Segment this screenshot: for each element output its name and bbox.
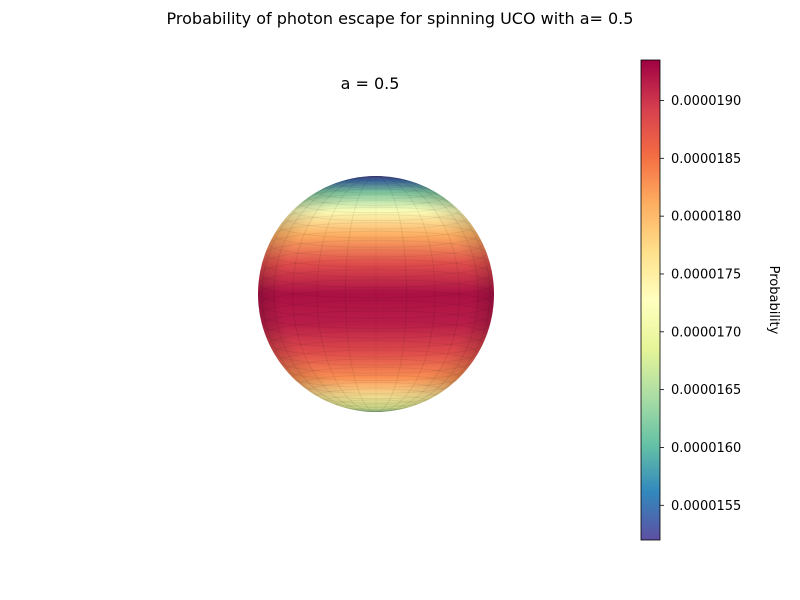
colorbar-tick-label: 0.0000155 xyxy=(671,499,741,514)
colorbar: 0.0000155 0.0000160 0.0000165 0.0000170 0.00… xyxy=(640,59,781,541)
colorbar-bar xyxy=(640,59,661,541)
colorbar-tick-label: 0.0000160 xyxy=(671,441,741,456)
colorbar-tick-label: 0.0000180 xyxy=(671,210,741,225)
colorbar-tick-label: 0.0000190 xyxy=(671,94,741,109)
colorbar-label: Probability xyxy=(766,266,781,335)
figure-title: Probability of photon escape for spinnin… xyxy=(166,9,634,28)
sphere-shading xyxy=(258,176,494,412)
sphere-surface xyxy=(258,176,494,412)
subplot-title: a = 0.5 xyxy=(340,74,400,93)
colorbar-tick-label: 0.0000175 xyxy=(671,267,741,282)
colorbar-tick-label: 0.0000185 xyxy=(671,152,741,167)
colorbar-tick-label: 0.0000165 xyxy=(671,383,741,398)
colorbar-tick-label: 0.0000170 xyxy=(671,325,741,340)
